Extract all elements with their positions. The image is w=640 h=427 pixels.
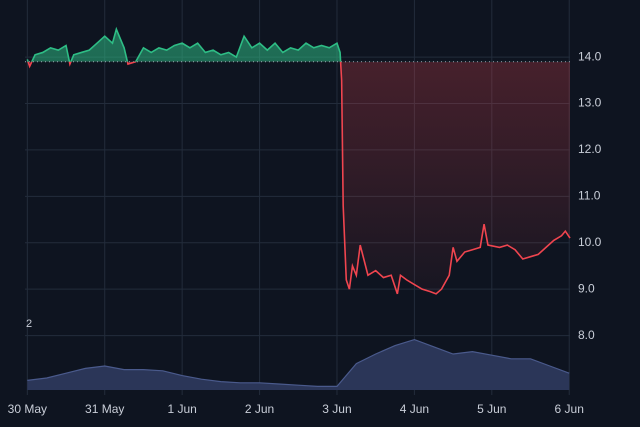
x-tick-label: 4 Jun	[400, 402, 429, 416]
price-line-up	[26, 26, 342, 62]
y-tick-label: 11.0	[578, 189, 601, 203]
x-tick-label: 2 Jun	[245, 402, 274, 416]
x-tick-label: 1 Jun	[167, 402, 196, 416]
x-tick-label: 30 May	[8, 402, 47, 416]
area-below	[27, 61, 570, 294]
volume-line	[27, 338, 570, 387]
volume-label: 2	[26, 318, 32, 330]
y-tick-label: 12.0	[578, 142, 602, 156]
x-tick-label: 5 Jun	[477, 402, 506, 416]
x-tick-label: 3 Jun	[322, 402, 351, 416]
y-tick-label: 10.0	[578, 235, 602, 249]
y-tick-label: 9.0	[578, 281, 595, 295]
y-tick-label: 14.0	[578, 49, 602, 63]
x-tick-label: 31 May	[85, 402, 124, 416]
y-tick-label: 13.0	[578, 96, 602, 110]
price-line-down	[27, 61, 571, 295]
y-tick-label: 8.0	[578, 328, 595, 342]
x-tick-label: 6 Jun	[555, 402, 584, 416]
volume-area	[27, 339, 570, 390]
